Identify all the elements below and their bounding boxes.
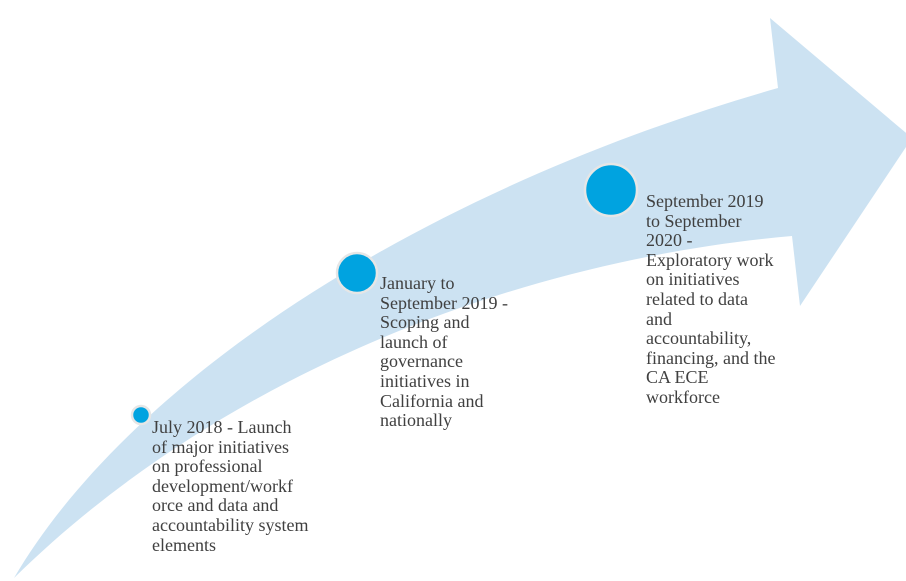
milestone-line: on professional	[152, 456, 263, 477]
milestone-line: of major initiatives	[152, 436, 289, 457]
milestone-dot	[583, 162, 639, 218]
milestone-line: CA ECE	[646, 367, 709, 388]
milestone-dot	[130, 404, 152, 426]
milestone-dot	[335, 251, 379, 295]
milestone-line: to September	[646, 210, 742, 231]
milestone-line: related to data	[646, 288, 748, 309]
milestone-line: January to	[380, 273, 455, 293]
milestone-line: workforce	[646, 386, 720, 407]
milestone-line: elements	[152, 534, 216, 555]
milestone-line: on initiatives	[646, 269, 740, 290]
milestone-line: California and	[380, 390, 484, 411]
milestone-line: financing, and the	[646, 347, 776, 368]
milestone-line: governance	[380, 351, 463, 372]
timeline-arrow	[14, 18, 906, 578]
milestone-text: January to September 2019 - Scoping and lau…	[380, 273, 508, 431]
milestone-line: Scoping and	[380, 312, 470, 333]
milestone-text: July 2018 - Launch of major initiatives on…	[152, 417, 309, 555]
milestone-line: 2020 -	[646, 230, 693, 251]
milestone-line: initiatives in	[380, 370, 470, 391]
milestone-line: orce and data and	[152, 495, 279, 516]
milestone-line: July 2018 - Launch	[152, 417, 292, 437]
milestone-line: Exploratory work	[646, 249, 774, 270]
milestone-line: accountability system	[152, 514, 309, 535]
milestone-line: September 2019 -	[380, 292, 508, 313]
milestone-text: September 2019 to September 2020 - Explorat…	[646, 191, 776, 408]
milestone-line: development/workf	[152, 475, 293, 496]
milestone-line: launch of	[380, 331, 448, 352]
milestone-line: nationally	[380, 410, 452, 431]
milestone-line: and	[646, 308, 672, 329]
milestone-line: September 2019	[646, 191, 764, 211]
milestone-line: accountability,	[646, 328, 752, 349]
